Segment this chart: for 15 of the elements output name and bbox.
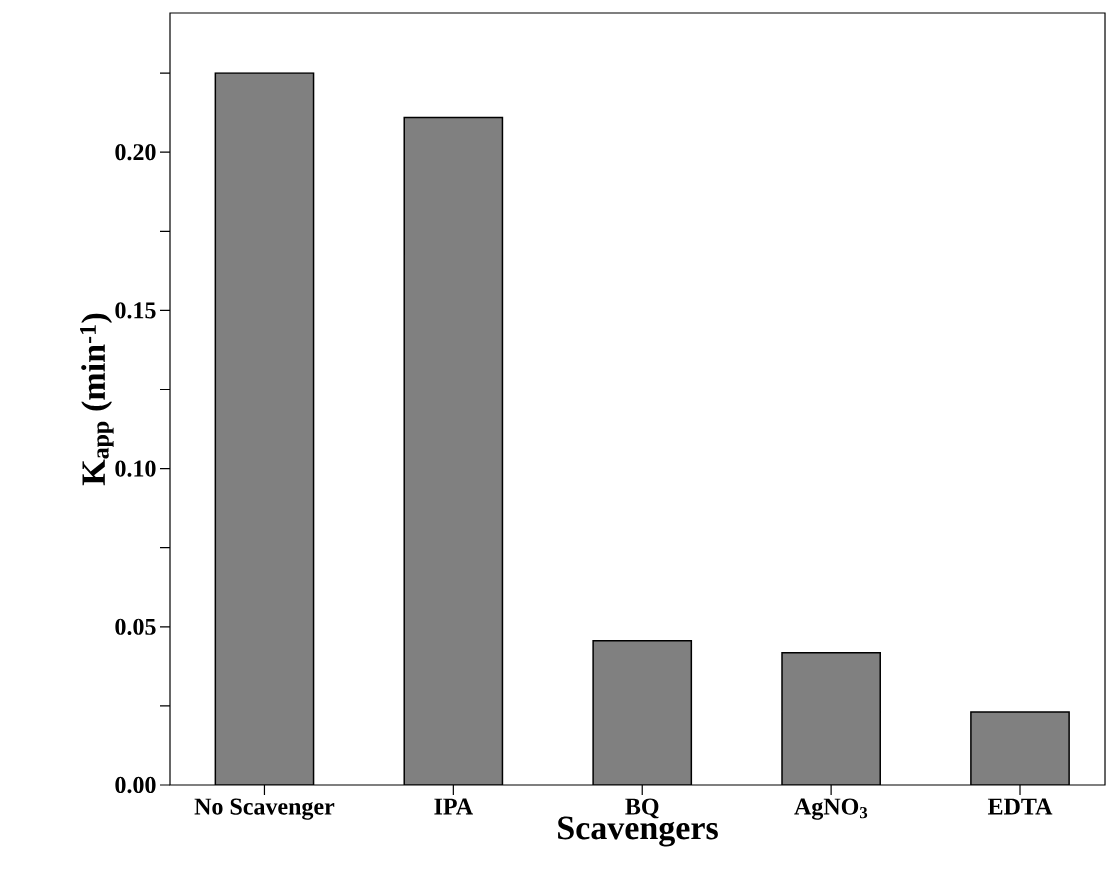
y-tick-label: 0.10 — [115, 460, 156, 477]
bar — [781, 652, 881, 785]
y-tick-label: 0.15 — [115, 302, 156, 319]
x-tick-label: AgNO$_{3}$ — [794, 798, 868, 820]
y-tick-label: 0.00 — [115, 776, 156, 794]
x-tick-label: No Scavenger — [194, 798, 335, 820]
x-tick-label: IPA — [434, 798, 473, 815]
bar — [970, 711, 1070, 785]
bar — [214, 72, 315, 785]
y-axis-title: K$_{app}$ (min$^{-1}$) — [80, 313, 114, 486]
y-tick-label: 0.20 — [115, 144, 156, 161]
x-tick-label: EDTA — [987, 798, 1053, 815]
bar — [592, 639, 693, 785]
bar — [403, 116, 504, 785]
y-tick-label: 0.05 — [115, 618, 156, 635]
